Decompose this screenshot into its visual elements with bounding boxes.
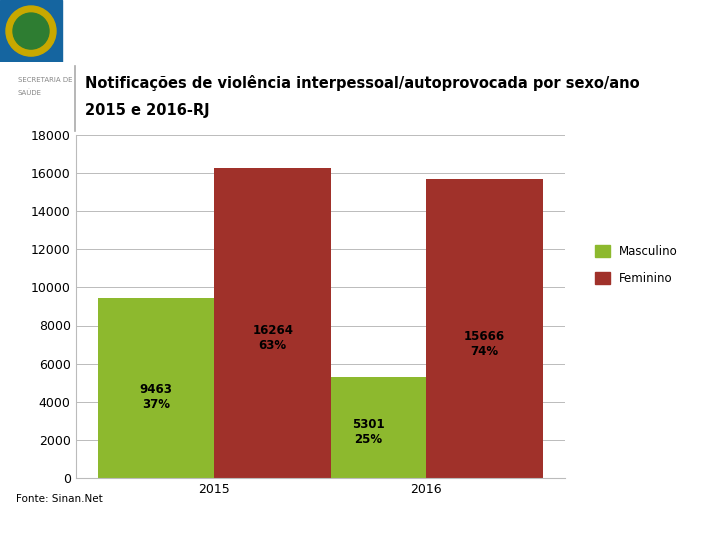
Text: Notificações de violência interpessoal/autoprovocada por sexo/ano: Notificações de violência interpessoal/a… (85, 75, 639, 91)
Text: 15666
74%: 15666 74% (464, 329, 505, 357)
Bar (215, 168, 331, 478)
Text: 2015 e 2016-RJ: 2015 e 2016-RJ (85, 103, 210, 118)
Bar (0, 0, 62, 62)
Text: Rio de Janeiro: Rio de Janeiro (70, 30, 256, 54)
Circle shape (6, 6, 56, 56)
Text: www.saude.rj.gov.br: www.saude.rj.gov.br (592, 525, 698, 535)
Circle shape (13, 13, 49, 49)
Text: 16264
63%: 16264 63% (252, 325, 293, 353)
Text: SECRETARIA DE: SECRETARIA DE (18, 77, 73, 83)
Text: SAÚDE: SAÚDE (18, 90, 42, 96)
Legend: Masculino, Feminino: Masculino, Feminino (590, 240, 683, 290)
Bar (98, 298, 215, 478)
Bar (426, 179, 543, 478)
Text: Fonte: Sinan.Net: Fonte: Sinan.Net (16, 495, 102, 504)
Bar (310, 377, 426, 478)
Text: 5301
25%: 5301 25% (352, 418, 384, 447)
Text: 9463
37%: 9463 37% (140, 383, 173, 411)
Text: GOVERNO DO: GOVERNO DO (72, 14, 135, 23)
